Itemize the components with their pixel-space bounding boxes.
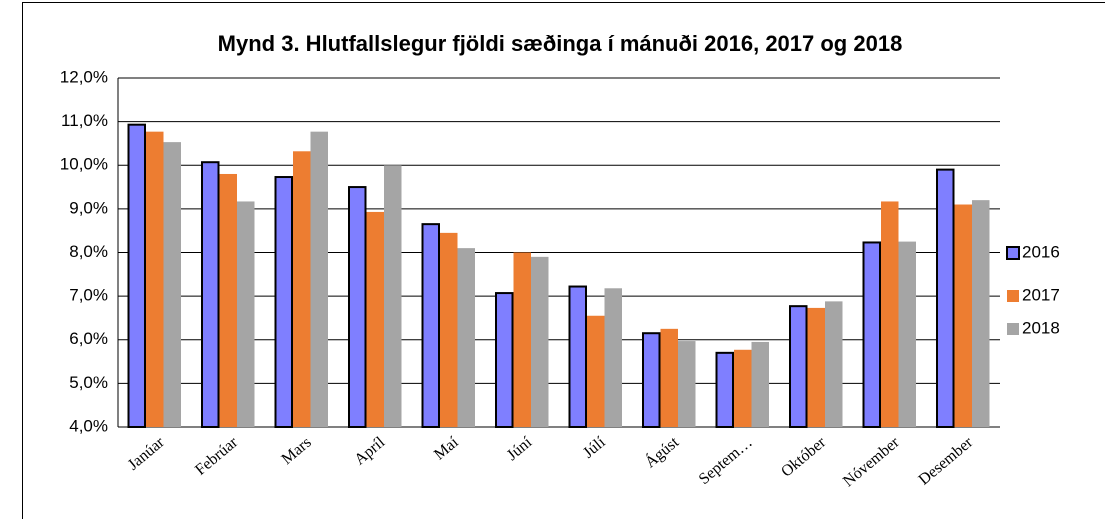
y-tick-label: 5,0%	[69, 373, 108, 392]
bar	[201, 161, 220, 428]
y-tick-label: 8,0%	[69, 242, 108, 261]
legend-swatch	[1007, 290, 1019, 302]
y-tick-label: 11,0%	[61, 111, 108, 130]
bar	[587, 315, 605, 427]
bar	[237, 201, 255, 427]
legend-label: 2018	[1022, 318, 1060, 337]
bar	[310, 131, 328, 427]
bar	[715, 351, 734, 428]
bar	[163, 142, 181, 427]
bar	[954, 204, 972, 427]
bar	[513, 252, 531, 427]
bar	[898, 241, 916, 427]
chart-title: Mynd 3. Hlutfallslegur fjöldi sæðinga í …	[218, 31, 903, 56]
bar	[642, 332, 661, 428]
bar	[457, 248, 475, 427]
y-tick-label: 9,0%	[69, 198, 108, 217]
bar	[678, 341, 696, 427]
bar	[734, 349, 752, 427]
bar	[531, 256, 549, 427]
bar	[789, 305, 808, 428]
bar	[440, 232, 458, 427]
bar	[568, 285, 587, 428]
y-tick-label: 7,0%	[69, 286, 108, 305]
bar	[972, 200, 990, 427]
bar	[366, 211, 384, 427]
bar	[751, 341, 769, 427]
legend-label: 2016	[1022, 242, 1060, 261]
bar	[384, 165, 402, 427]
bar	[348, 186, 367, 428]
bar	[660, 328, 678, 427]
bar	[219, 173, 237, 427]
bar	[881, 201, 899, 427]
bar	[293, 151, 311, 428]
y-tick-label: 4,0%	[69, 416, 108, 435]
y-tick-label: 10,0%	[60, 155, 108, 174]
bar	[495, 292, 514, 429]
bar	[274, 176, 293, 428]
bar	[127, 123, 146, 429]
legend-swatch	[1007, 323, 1019, 335]
bar	[936, 168, 955, 429]
bar	[862, 241, 881, 428]
bar	[807, 307, 825, 427]
legend-label: 2017	[1022, 285, 1060, 304]
bar	[146, 131, 164, 427]
bar	[604, 288, 622, 427]
bar	[825, 301, 843, 427]
bar	[421, 223, 440, 428]
legend-swatch	[1006, 246, 1020, 260]
y-tick-label: 6,0%	[69, 329, 108, 348]
y-tick-label: 12,0%	[60, 67, 108, 86]
